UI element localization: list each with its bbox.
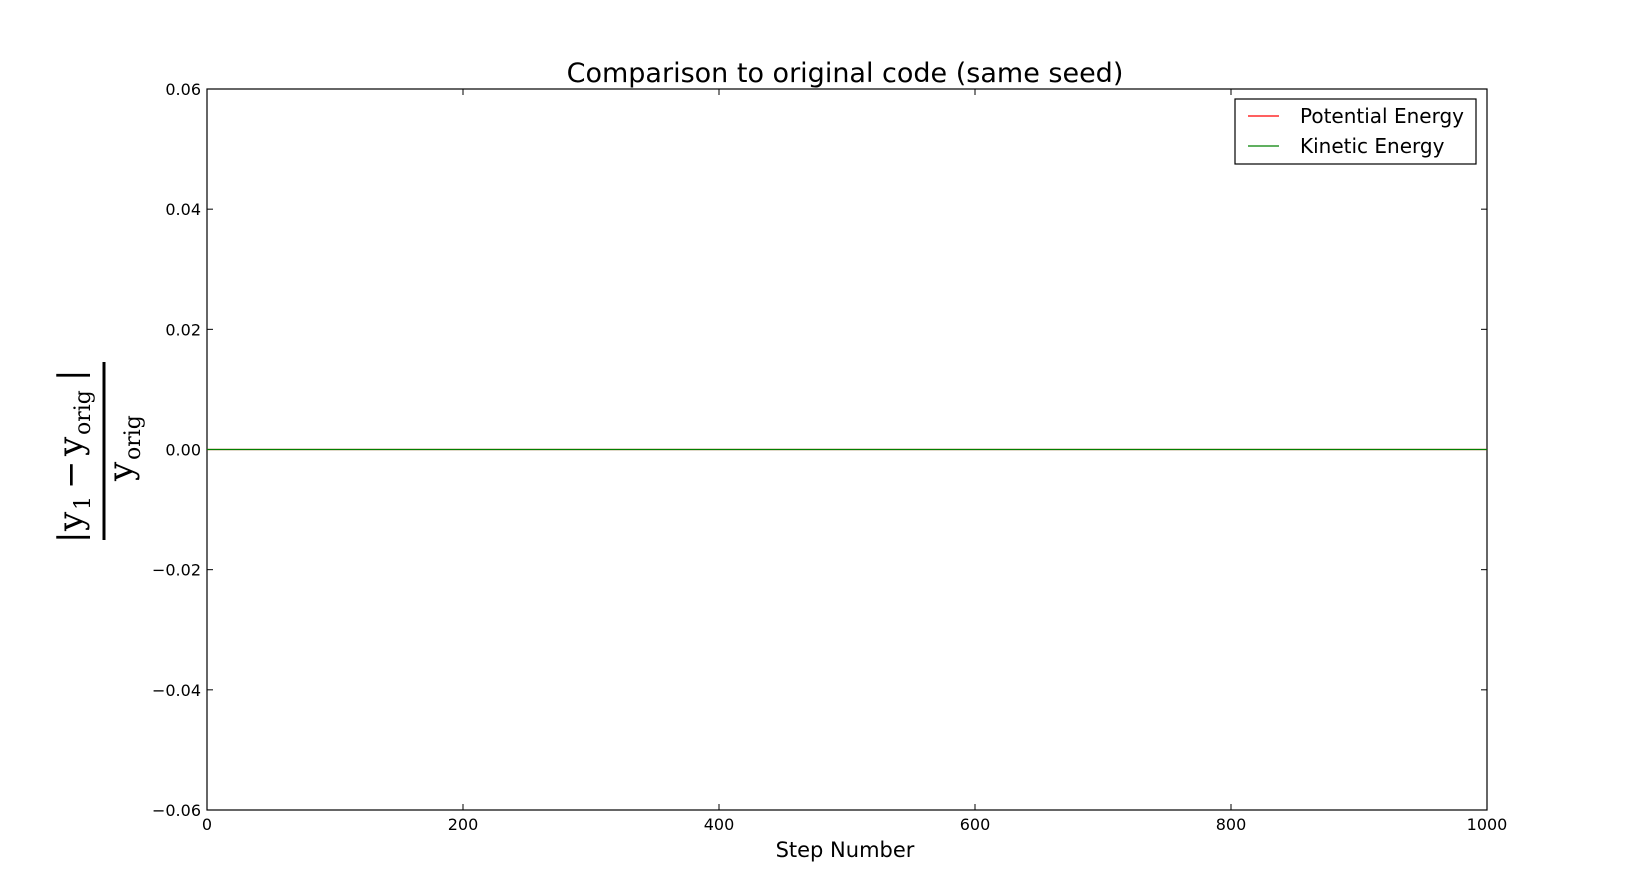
x-tick-label: 200 xyxy=(448,815,479,834)
legend-label-kinetic-energy: Kinetic Energy xyxy=(1300,134,1445,158)
x-tick-label: 0 xyxy=(202,815,212,834)
y-tick-label: 0.06 xyxy=(165,80,201,99)
y-tick-label: 0.04 xyxy=(165,200,201,219)
legend: Potential Energy Kinetic Energy xyxy=(1234,98,1477,165)
y-label-num-sub: 1 xyxy=(71,496,96,510)
y-tick-label: −0.06 xyxy=(152,801,201,820)
x-tick-label: 800 xyxy=(1216,815,1247,834)
y-label-ref-sub: orig xyxy=(71,390,96,435)
x-tick-label: 1000 xyxy=(1467,815,1508,834)
y-label-den-var: y xyxy=(101,461,141,482)
y-tick-label: −0.02 xyxy=(152,561,201,580)
y-label-abs-right: | xyxy=(51,370,91,381)
y-tick-label: −0.04 xyxy=(152,681,201,700)
y-label-num-var: y xyxy=(51,511,91,532)
chart-title: Comparison to original code (same seed) xyxy=(567,58,1124,89)
y-label-abs-left: | xyxy=(51,532,91,543)
y-axis-label: | y 1 − y orig | y orig xyxy=(51,362,146,543)
y-tick-label: 0.00 xyxy=(165,441,201,460)
x-tick-label: 400 xyxy=(704,815,735,834)
y-axis: −0.06 −0.04 −0.02 0.00 0.02 0.04 0.06 xyxy=(152,80,1487,820)
legend-label-potential-energy: Potential Energy xyxy=(1300,104,1464,128)
y-label-den-sub: orig xyxy=(121,415,146,460)
y-label-minus: − xyxy=(51,461,91,490)
y-tick-label: 0.02 xyxy=(165,320,201,339)
y-label-ref-var: y xyxy=(51,436,91,457)
x-tick-label: 600 xyxy=(960,815,991,834)
legend-box xyxy=(1234,98,1477,165)
x-axis: 0 200 400 600 800 1000 xyxy=(202,89,1507,834)
x-axis-label: Step Number xyxy=(776,838,915,862)
